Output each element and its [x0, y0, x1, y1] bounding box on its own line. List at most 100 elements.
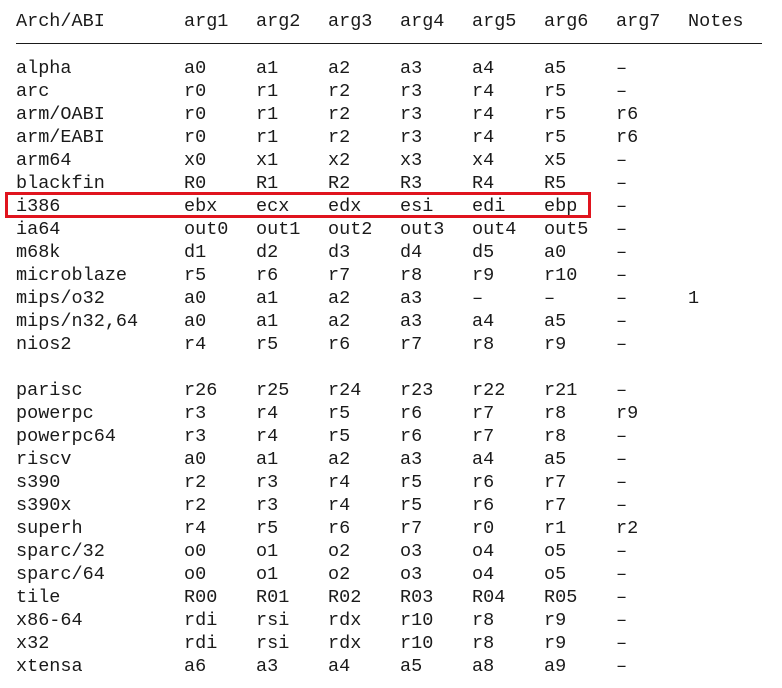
arg4-cell: r23	[400, 380, 434, 401]
arg4-cell: r7	[400, 518, 423, 539]
header-arch-abi: Arch/ABI	[16, 11, 105, 32]
arg7-cell: –	[616, 219, 628, 240]
arg4-cell: r5	[400, 495, 423, 516]
arg7-cell: –	[616, 288, 628, 309]
arg5-cell: r9	[472, 265, 495, 286]
arg1-cell: r0	[184, 81, 207, 102]
arg4-cell: a3	[400, 449, 423, 470]
arg7-cell: r9	[616, 403, 639, 424]
arg4-cell: a5	[400, 656, 423, 677]
table-row: superh r4 r5 r6 r7 r0 r1 r2	[0, 517, 782, 540]
arg6-cell: r7	[544, 495, 567, 516]
table-row: nios2 r4 r5 r6 r7 r8 r9 –	[0, 333, 782, 356]
arg1-cell: r26	[184, 380, 218, 401]
arg2-cell: a1	[256, 58, 279, 79]
arg5-cell: r4	[472, 127, 495, 148]
arch-cell: mips/n32,64	[16, 311, 139, 332]
arg6-cell: a5	[544, 449, 567, 470]
table-row: x86-64 rdi rsi rdx r10 r8 r9 –	[0, 609, 782, 632]
arch-cell: xtensa	[16, 656, 83, 677]
arg2-cell: rsi	[256, 610, 290, 631]
arg7-cell: –	[616, 242, 628, 263]
arg5-cell: a4	[472, 311, 495, 332]
arg7-cell: –	[616, 380, 628, 401]
arg6-cell: R5	[544, 173, 567, 194]
arg3-cell: r2	[328, 127, 351, 148]
arg7-cell: –	[616, 564, 628, 585]
arg1-cell: r0	[184, 127, 207, 148]
arch-cell: m68k	[16, 242, 61, 263]
arg1-cell: r4	[184, 518, 207, 539]
arg3-cell: d3	[328, 242, 351, 263]
arg4-cell: a3	[400, 311, 423, 332]
arch-cell: sparc/64	[16, 564, 105, 585]
table-row: ia64 out0 out1 out2 out3 out4 out5 –	[0, 218, 782, 241]
arg1-cell: out0	[184, 219, 229, 240]
arg7-cell: –	[616, 541, 628, 562]
arch-cell: mips/o32	[16, 288, 105, 309]
table-row: arm/OABI r0 r1 r2 r3 r4 r5 r6	[0, 103, 782, 126]
arch-cell: s390	[16, 472, 61, 493]
arg2-cell: a1	[256, 288, 279, 309]
arg2-cell: r3	[256, 472, 279, 493]
header-notes: Notes	[688, 11, 744, 32]
i386-highlight-box	[5, 192, 591, 218]
table-row: parisc r26 r25 r24 r23 r22 r21 –	[0, 379, 782, 402]
arg6-cell: r8	[544, 426, 567, 447]
arg5-cell: x4	[472, 150, 495, 171]
arg3-cell: rdx	[328, 610, 362, 631]
arg2-cell: R01	[256, 587, 290, 608]
arg4-cell: o3	[400, 564, 423, 585]
table-row: mips/o32 a0 a1 a2 a3 – – – 1	[0, 287, 782, 310]
arg5-cell: a4	[472, 58, 495, 79]
arg5-cell: R4	[472, 173, 495, 194]
arg7-cell: r2	[616, 518, 639, 539]
arg2-cell: out1	[256, 219, 301, 240]
table-row: powerpc64 r3 r4 r5 r6 r7 r8 –	[0, 425, 782, 448]
arg5-cell: edi	[472, 196, 506, 217]
arg7-cell: –	[616, 472, 628, 493]
arch-cell: x86-64	[16, 610, 83, 631]
arg1-cell: ebx	[184, 196, 218, 217]
arch-cell: arm/OABI	[16, 104, 105, 125]
table-row: sparc/64 o0 o1 o2 o3 o4 o5 –	[0, 563, 782, 586]
arg3-cell: R02	[328, 587, 362, 608]
arg4-cell: d4	[400, 242, 423, 263]
table-row: tile R00 R01 R02 R03 R04 R05 –	[0, 586, 782, 609]
arg1-cell: a0	[184, 288, 207, 309]
arch-cell: blackfin	[16, 173, 105, 194]
table-row: blackfin R0 R1 R2 R3 R4 R5 –	[0, 172, 782, 195]
arch-cell: ia64	[16, 219, 61, 240]
arg1-cell: R00	[184, 587, 218, 608]
arg5-cell: r8	[472, 610, 495, 631]
arg1-cell: r5	[184, 265, 207, 286]
arg2-cell: r1	[256, 127, 279, 148]
arg5-cell: r7	[472, 403, 495, 424]
arg7-cell: –	[616, 495, 628, 516]
arg2-cell: a1	[256, 311, 279, 332]
arg2-cell: a1	[256, 449, 279, 470]
arg3-cell: r5	[328, 403, 351, 424]
arg3-cell: r7	[328, 265, 351, 286]
arg3-cell: x2	[328, 150, 351, 171]
arg3-cell: r4	[328, 495, 351, 516]
arg2-cell: r4	[256, 403, 279, 424]
table-row: xtensa a6 a3 a4 a5 a8 a9 –	[0, 655, 782, 678]
arg7-cell: –	[616, 587, 628, 608]
arg6-cell: r5	[544, 127, 567, 148]
arg3-cell: R2	[328, 173, 351, 194]
header-arg3: arg3	[328, 11, 373, 32]
arg6-cell: r8	[544, 403, 567, 424]
arg1-cell: r2	[184, 472, 207, 493]
arg2-cell: r25	[256, 380, 290, 401]
arg6-cell: r21	[544, 380, 578, 401]
arch-cell: superh	[16, 518, 83, 539]
arg1-cell: rdi	[184, 610, 218, 631]
arg6-cell: a5	[544, 58, 567, 79]
arg2-cell: r4	[256, 426, 279, 447]
arg4-cell: r10	[400, 610, 434, 631]
arg3-cell: a2	[328, 288, 351, 309]
arg4-cell: x3	[400, 150, 423, 171]
table-row: riscv a0 a1 a2 a3 a4 a5 –	[0, 448, 782, 471]
arg7-cell: –	[616, 334, 628, 355]
